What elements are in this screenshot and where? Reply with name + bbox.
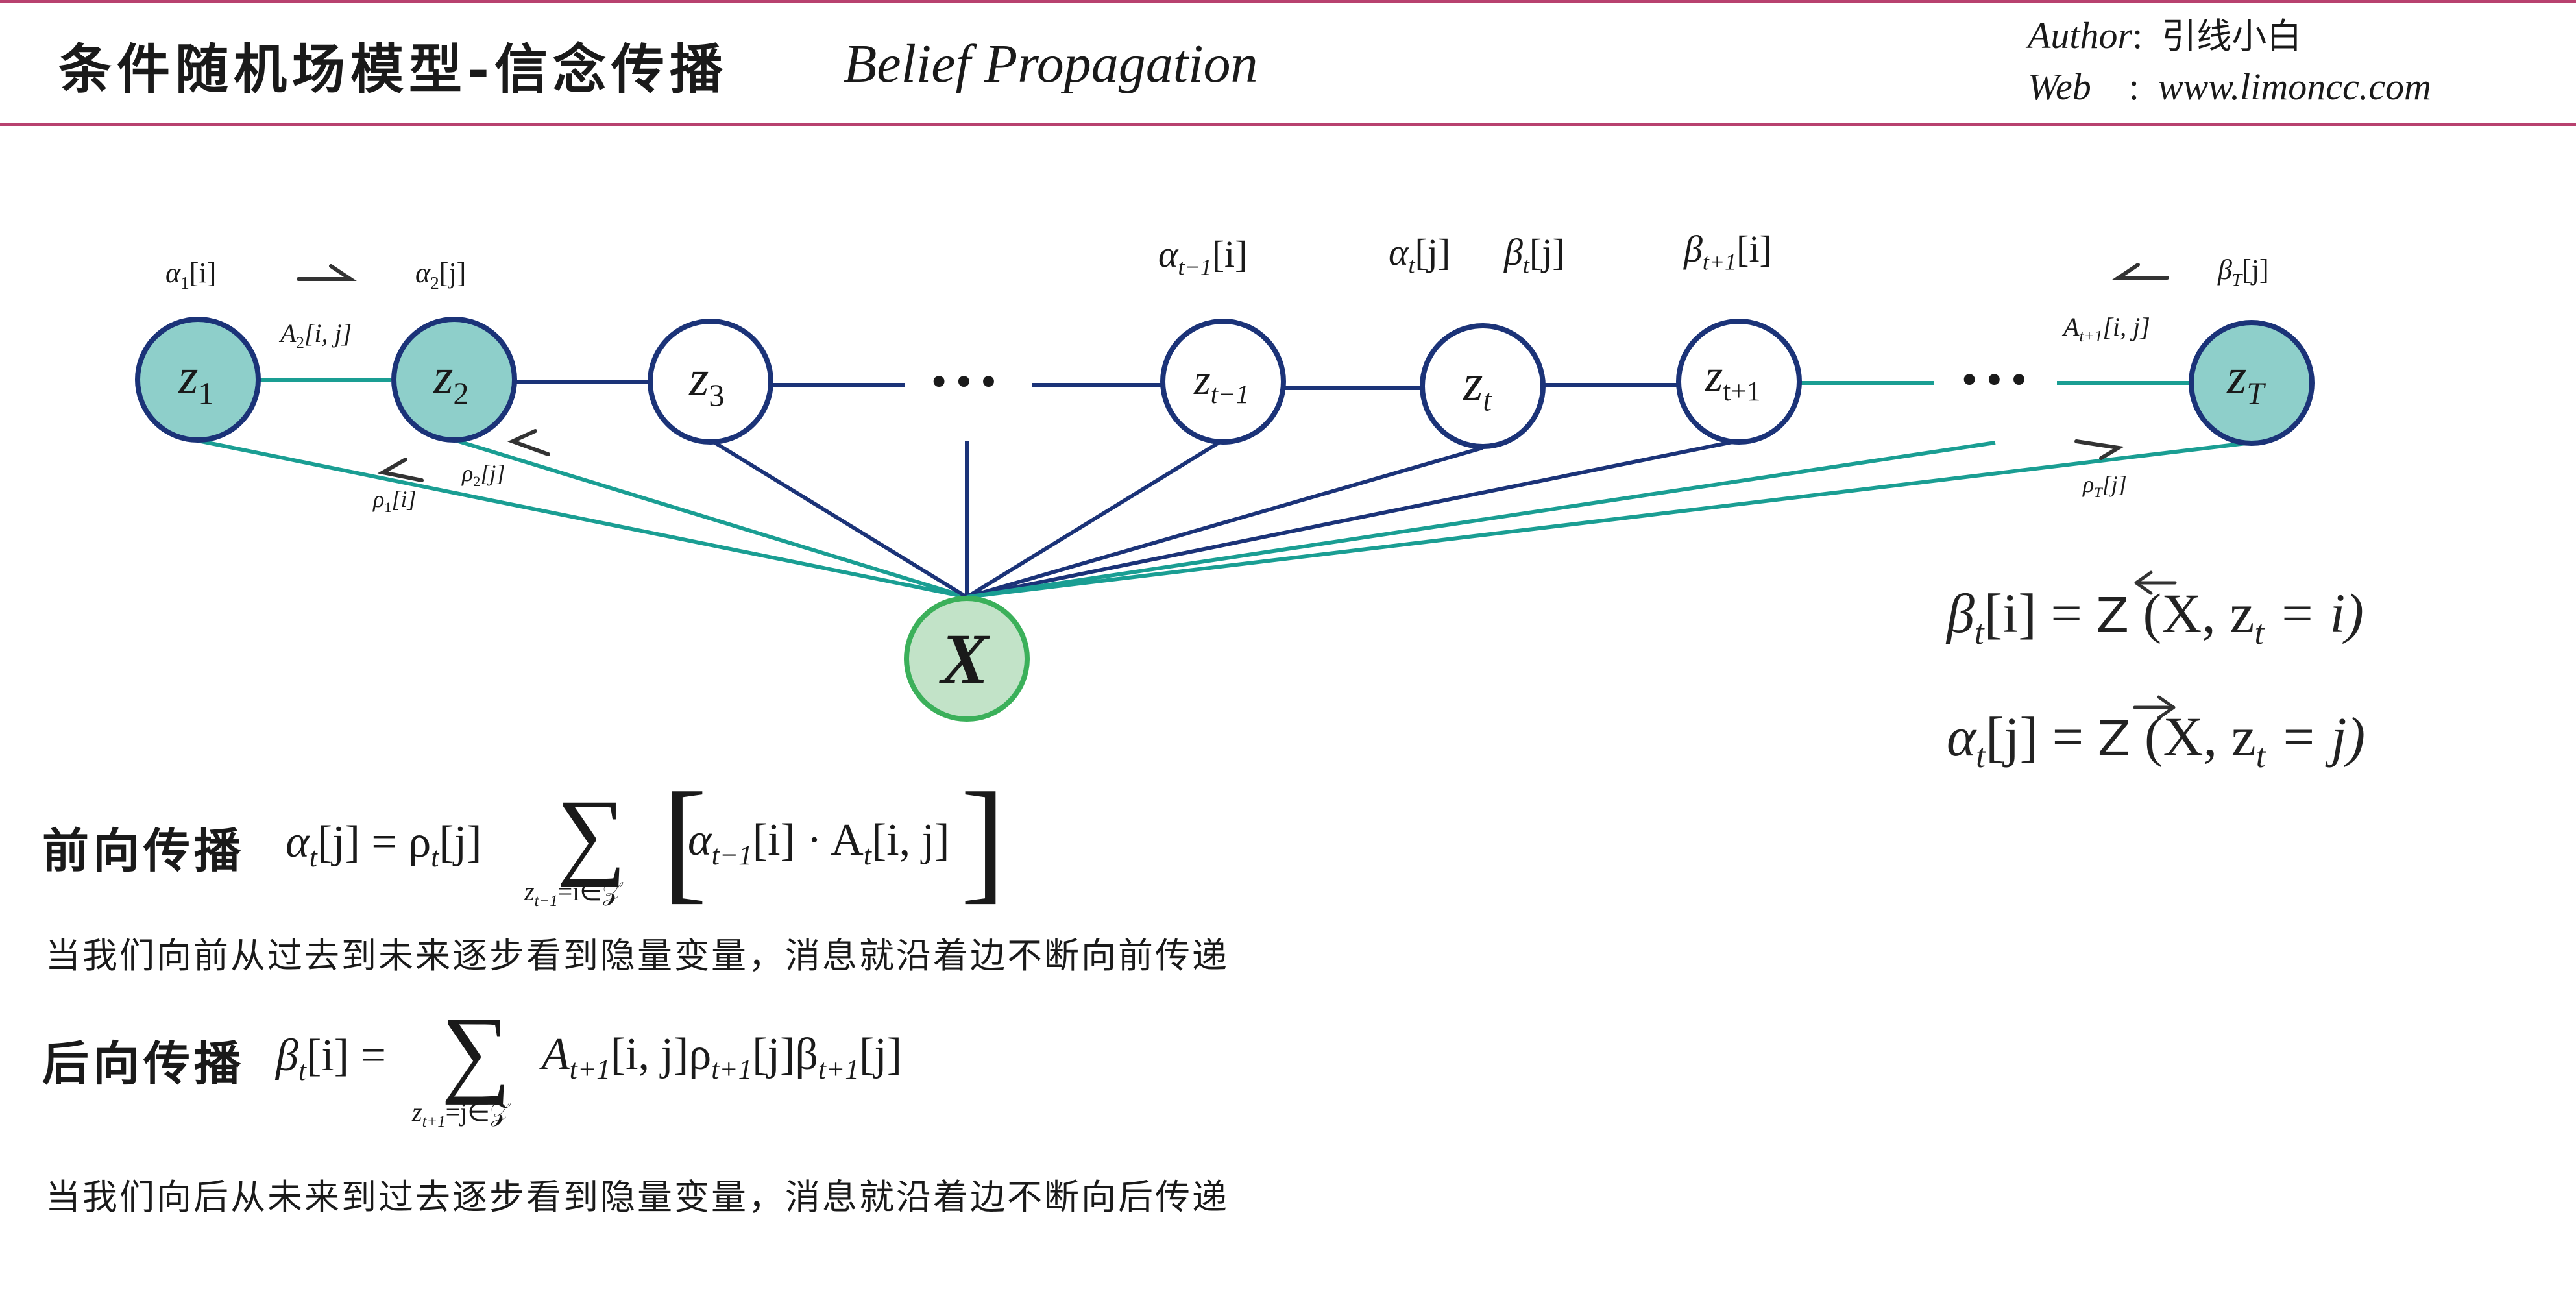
beta-arrow-left xyxy=(2112,263,2169,280)
node-ztm1-circle xyxy=(1160,319,1286,445)
label-rho1: ρ1[i] xyxy=(373,486,417,516)
node-x: X xyxy=(941,619,989,698)
label-rho2: ρ2[j] xyxy=(462,460,505,490)
rho2-arrow xyxy=(507,429,550,456)
beta-z-left-arrow xyxy=(2134,570,2177,595)
alpha-arrow-right xyxy=(297,264,357,281)
nodes xyxy=(135,317,2315,722)
node-zt: zt xyxy=(1463,354,1492,418)
edge-x-ztp1 xyxy=(966,438,1743,599)
label-beta-tp1: βt+1[i] xyxy=(1684,228,1772,275)
web-label: Web xyxy=(2028,66,2091,108)
beta-definition-equation: βt[i] = Z (X, zt = i) xyxy=(1947,582,2364,652)
forward-formula-inner: αt−1[i] · At[i, j] xyxy=(688,815,950,871)
web-colon: : xyxy=(2091,66,2158,108)
node-zT-circle xyxy=(2189,320,2315,446)
author-value: 引线小白 xyxy=(2161,16,2302,56)
edge-x-zT xyxy=(966,441,2252,599)
backward-heading: 后向传播 xyxy=(42,1036,245,1091)
label-beta-t: βt[j] xyxy=(1504,231,1565,278)
forward-description: 当我们向前从过去到未来逐步看到隐量变量，消息就沿着边不断向前传递 xyxy=(45,935,1229,976)
author-colon: : xyxy=(2132,14,2162,56)
alpha-z-right-arrow xyxy=(2133,695,2176,720)
node-zt-circle xyxy=(1420,323,1546,449)
forward-heading: 前向传播 xyxy=(42,823,245,878)
node-z1: z1 xyxy=(178,348,214,411)
node-ztm1: zt−1 xyxy=(1194,356,1250,410)
backward-formula-term: At+1[i, j]ρt+1[j]βt+1[j] xyxy=(542,1029,903,1085)
node-x-circle xyxy=(904,596,1030,722)
header-bottom-rule xyxy=(0,123,2576,126)
chain-edges xyxy=(260,378,2192,390)
rhoT-arrow xyxy=(2074,439,2124,460)
forward-right-bracket: ] xyxy=(960,765,1006,916)
node-z3: z3 xyxy=(689,350,725,413)
label-beta-T: βT[j] xyxy=(2218,254,2269,289)
ellipsis-middle: ••• xyxy=(928,360,1002,404)
page-title-english: Belief Propagation xyxy=(844,34,1258,94)
edge-x-ztm1 xyxy=(966,438,1224,599)
edge-x-zt xyxy=(966,446,1483,599)
z-direction-arrows xyxy=(2133,570,2177,720)
backward-description: 当我们向后从未来到过去逐步看到隐量变量，消息就沿着边不断向后传递 xyxy=(45,1177,1229,1218)
node-zT: zT xyxy=(2227,348,2265,411)
edge-x-ellipsis-right xyxy=(966,441,1996,599)
forward-left-bracket: [ xyxy=(662,765,707,916)
label-A-tp1: At+1[i, j] xyxy=(2063,312,2150,345)
label-alpha2: α2[j] xyxy=(415,257,467,293)
label-rho-T: ρT[j] xyxy=(2083,471,2127,501)
node-z2: z2 xyxy=(433,348,469,411)
label-alpha-t: αt[j] xyxy=(1389,231,1451,278)
node-ztp1: zt+1 xyxy=(1705,351,1761,407)
page-title-chinese: 条件随机场模型-信念传播 xyxy=(58,38,729,101)
ellipsis-right: ••• xyxy=(1958,358,2033,402)
node-z1-circle xyxy=(135,317,261,443)
author-label: Author xyxy=(2028,14,2133,56)
label-A2: A2[i, j] xyxy=(280,319,352,352)
author-block: Author: 引线小白 Web : www.limoncc.com xyxy=(2028,10,2431,112)
message-arrows xyxy=(297,263,2169,482)
node-ztp1-circle xyxy=(1676,319,1802,445)
node-z2-circle xyxy=(391,317,517,443)
label-alpha1: α1[i] xyxy=(165,257,217,293)
edge-x-z1 xyxy=(194,438,967,599)
edge-x-z2 xyxy=(454,438,967,599)
backward-sum-range: zt+1=j∈𝒵 xyxy=(412,1097,510,1131)
top-rule xyxy=(0,0,2576,3)
backward-formula-lhs: βt[i] = xyxy=(276,1031,386,1086)
label-alpha-tm1: αt−1[i] xyxy=(1158,233,1248,280)
backward-sum-symbol: ∑ xyxy=(441,998,511,1105)
alpha-definition-equation: αt[j] = Z (X, zt = j) xyxy=(1947,705,2366,776)
edge-x-z3 xyxy=(709,438,968,599)
forward-sum-range: zt−1=i∈𝒵 xyxy=(524,877,622,910)
web-value: www.limoncc.com xyxy=(2157,66,2431,108)
rho1-arrow xyxy=(377,458,424,482)
node-z3-circle xyxy=(648,319,773,445)
x-edges xyxy=(194,438,2252,599)
forward-formula-lhs: αt[j] = ρt[j] xyxy=(286,817,482,873)
forward-sum-symbol: ∑ xyxy=(557,780,626,888)
